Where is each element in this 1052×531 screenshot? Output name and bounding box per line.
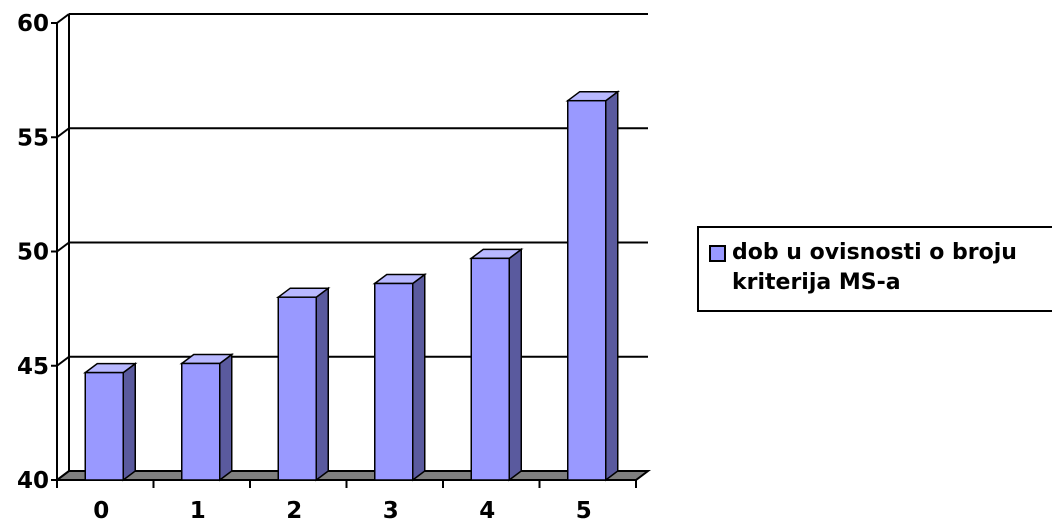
bar	[372, 272, 427, 482]
wall-tick	[56, 355, 70, 367]
x-tick-label: 0	[93, 498, 109, 524]
wall-tick	[56, 13, 70, 24]
bar-front	[84, 371, 124, 481]
wall-tick	[56, 470, 70, 481]
bar-front	[374, 282, 414, 481]
chart-floor-layer	[54, 470, 651, 481]
bar-front	[567, 99, 607, 481]
bar-side	[605, 90, 619, 482]
axes-layer	[51, 14, 637, 488]
y-tick-label: 50	[17, 240, 49, 266]
bar-front	[277, 296, 317, 481]
bar-side	[219, 352, 233, 482]
bar-side	[508, 247, 522, 482]
x-tick-label: 1	[190, 498, 206, 524]
bar	[469, 247, 524, 482]
bars-layer	[83, 90, 620, 482]
y-tick-label: 60	[17, 11, 49, 37]
wall-tick	[56, 127, 70, 139]
bar-side	[412, 272, 426, 482]
y-tick-label: 55	[17, 125, 49, 151]
bar	[565, 90, 620, 482]
bar-front	[470, 257, 510, 481]
x-tick-label: 3	[383, 498, 399, 524]
x-tick-label: 4	[479, 498, 495, 524]
bar	[179, 352, 234, 482]
bar-side	[315, 286, 329, 482]
legend: dob u ovisnosti o broju kriterija MS-a	[697, 226, 1052, 312]
bar	[83, 362, 138, 482]
legend-swatch	[709, 245, 726, 262]
x-tick-label: 2	[286, 498, 302, 524]
gridlines-layer	[56, 13, 648, 481]
legend-label: dob u ovisnosti o broju kriterija MS-a	[732, 240, 1017, 295]
y-tick-label: 45	[17, 354, 49, 380]
bar-side	[122, 362, 136, 482]
chart-floor	[54, 470, 651, 481]
x-tick-label: 5	[576, 498, 592, 524]
y-tick-label: 40	[17, 468, 49, 494]
bar-front	[181, 362, 221, 481]
bar	[276, 286, 331, 482]
wall-tick	[56, 241, 70, 253]
